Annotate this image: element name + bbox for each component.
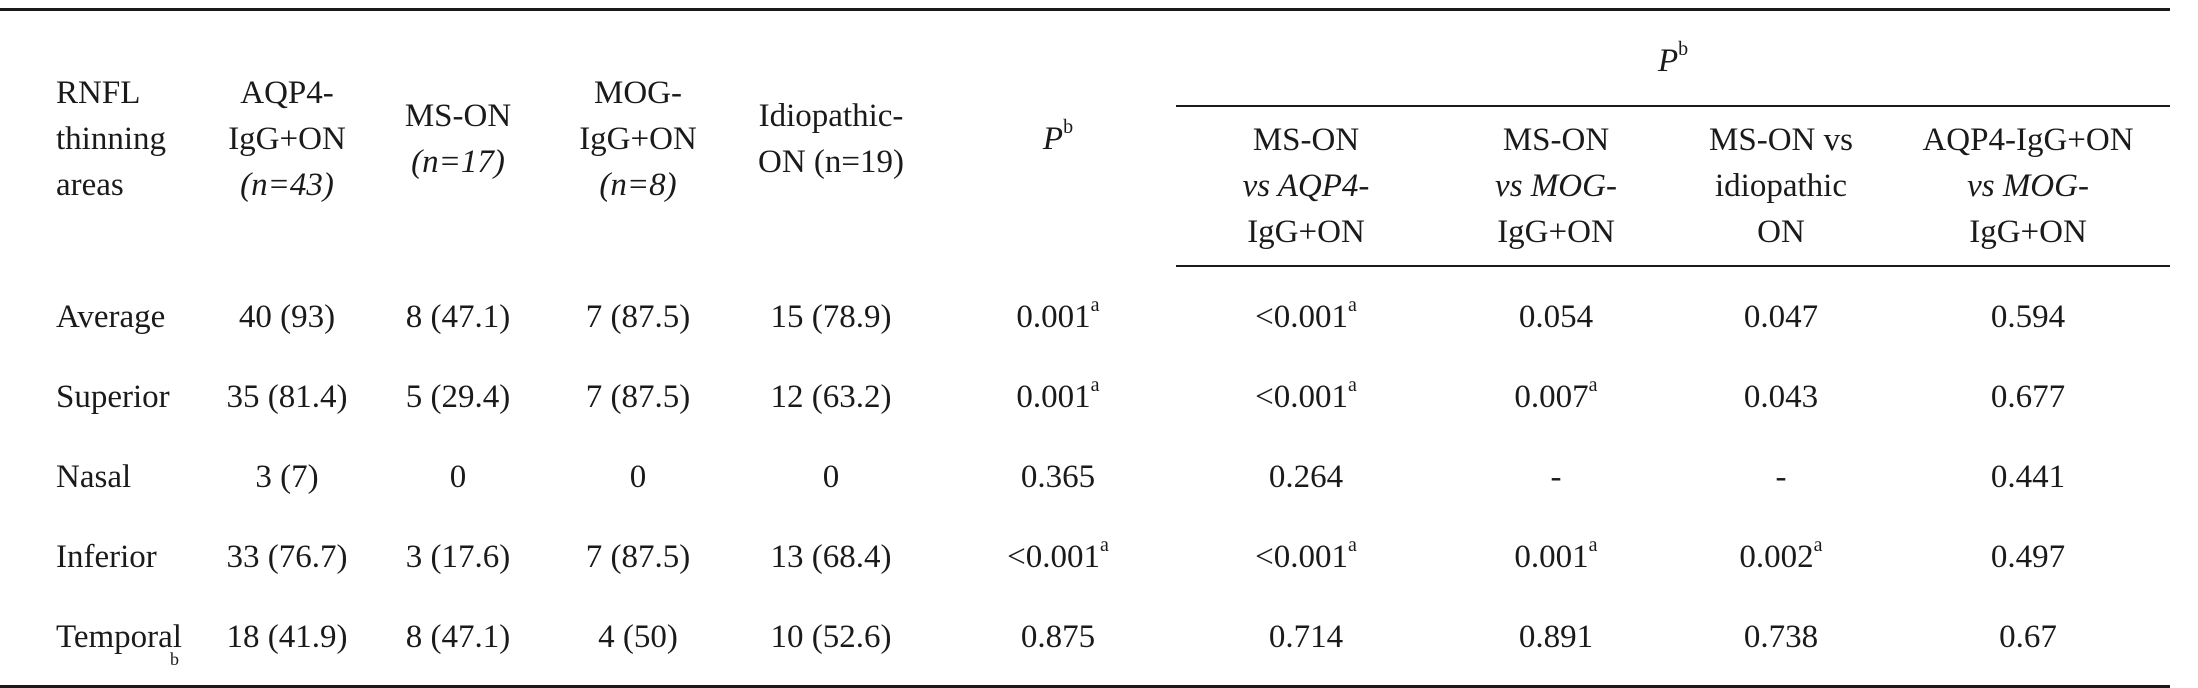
- table-row: Nasal 3 (7) 0 0 0 0.365 0.264 - - 0.441: [0, 437, 2170, 517]
- header-ms-n: (n=17): [411, 143, 505, 180]
- footnote-marker: b: [170, 649, 179, 669]
- cell-p: 0.001a: [1016, 374, 1100, 415]
- cell-p: 0.875: [940, 597, 1176, 688]
- cell-ms-vs-idiopathic: 0.738: [1676, 597, 1886, 688]
- cell-ms: 0: [449, 459, 467, 495]
- table-body: Average 40 (93) 8 (47.1) 7 (87.5) 15 (78…: [0, 266, 2171, 688]
- cell-aqp4: 18 (41.9): [212, 597, 362, 688]
- cell-ms-vs-idiopathic: -: [1775, 459, 1787, 495]
- cell-aqp4-vs-mog: 0.67: [1886, 597, 2171, 688]
- header-idiopathic: Idiopathic- ON (n=19): [722, 8, 940, 266]
- cell-idiopathic: 12 (63.2): [770, 379, 892, 415]
- cell-aqp4: 35 (81.4): [226, 379, 348, 415]
- cell-ms-vs-aqp4: <0.001a: [1255, 374, 1357, 415]
- table-row: Inferior 33 (76.7) 3 (17.6) 7 (87.5) 13 …: [0, 517, 2170, 597]
- cell-aqp4: 33 (76.7): [226, 539, 348, 575]
- cell-ms: 5 (29.4): [405, 379, 511, 415]
- cell-aqp4-vs-mog: 0.677: [1990, 379, 2066, 415]
- cell-aqp4-vs-mog: 0.441: [1990, 459, 2066, 495]
- cell-ms: 8 (47.1): [405, 298, 511, 335]
- cell-ms-vs-aqp4: 0.264: [1268, 459, 1344, 495]
- cell-ms-vs-idiopathic: 0.047: [1743, 299, 1819, 335]
- header-area: RNFL thinning areas: [0, 8, 212, 266]
- cell-aqp4: 3 (7): [255, 459, 319, 495]
- results-table-container: RNFL thinning areas AQP4- IgG+ON (n=43) …: [0, 8, 2171, 688]
- header-mog: MOG- IgG+ON (n=8): [554, 8, 722, 266]
- cell-ms-vs-idiopathic: 0.002a: [1739, 534, 1823, 575]
- cell-area: Average: [56, 298, 166, 335]
- header-mog-n: (n=8): [599, 166, 677, 203]
- cell-aqp4-vs-mog: 0.594: [1990, 299, 2066, 335]
- cell-ms-vs-idiopathic: 0.043: [1743, 379, 1819, 415]
- cell-mog: 0: [629, 459, 647, 495]
- cell-aqp4: 40 (93): [238, 298, 336, 335]
- cell-mog: 7 (87.5): [585, 379, 691, 415]
- header-p-value: Pb: [940, 8, 1176, 266]
- header-aqp4-vs-mog: AQP4-IgG+ON vs MOG- IgG+ON: [1886, 106, 2171, 267]
- cell-ms-vs-aqp4: <0.001a: [1255, 534, 1357, 575]
- cell-p: 0.001a: [1016, 293, 1100, 335]
- table-row: Temporal 18 (41.9) 8 (47.1) 4 (50) 10 (5…: [0, 597, 2171, 688]
- header-aqp4: AQP4- IgG+ON (n=43): [212, 8, 362, 266]
- table-row: Superior 35 (81.4) 5 (29.4) 7 (87.5) 12 …: [0, 357, 2170, 437]
- cell-idiopathic: 13 (68.4): [770, 539, 892, 575]
- cell-ms-vs-mog: 0.001a: [1514, 534, 1598, 575]
- cell-ms-vs-aqp4: 0.714: [1176, 597, 1436, 688]
- cell-ms-vs-aqp4: <0.001a: [1255, 294, 1357, 335]
- cell-idiopathic: 0: [822, 459, 840, 495]
- cell-ms-vs-mog: 0.007a: [1514, 374, 1598, 415]
- cell-idiopathic: 15 (78.9): [770, 298, 892, 335]
- cell-p: 0.365: [1020, 459, 1096, 495]
- cell-area: Inferior: [56, 539, 157, 575]
- header-ms-vs-aqp4: MS-ON vs AQP4- IgG+ON: [1176, 106, 1436, 267]
- cell-ms-vs-mog: -: [1550, 459, 1562, 495]
- cell-ms-vs-mog: 0.891: [1436, 597, 1676, 688]
- header-aqp4-n: (n=43): [240, 166, 334, 203]
- cell-idiopathic: 10 (52.6): [722, 597, 940, 688]
- header-ms-vs-idiopathic: MS-ON vs idiopathic ON: [1676, 106, 1886, 267]
- cell-aqp4-vs-mog: 0.497: [1990, 539, 2066, 575]
- cell-area: Superior: [56, 379, 170, 415]
- cell-ms: 8 (47.1): [362, 597, 554, 688]
- rnfl-thinning-table: RNFL thinning areas AQP4- IgG+ON (n=43) …: [0, 8, 2171, 688]
- cell-ms: 3 (17.6): [405, 539, 511, 575]
- header-ms-vs-mog: MS-ON vs MOG- IgG+ON: [1436, 106, 1676, 267]
- cell-ms-vs-mog: 0.054: [1518, 299, 1594, 335]
- cell-area: Nasal: [56, 459, 132, 495]
- cell-area: Temporal: [0, 597, 212, 688]
- cell-mog: 4 (50): [554, 597, 722, 688]
- cell-mog: 7 (87.5): [585, 539, 691, 575]
- cell-mog: 7 (87.5): [585, 298, 691, 335]
- table-row: Average 40 (93) 8 (47.1) 7 (87.5) 15 (78…: [0, 266, 2170, 357]
- cell-p: <0.001a: [1007, 534, 1109, 575]
- header-pairwise-group: Pb: [1176, 8, 2171, 107]
- header-ms: MS-ON (n=17): [362, 8, 554, 266]
